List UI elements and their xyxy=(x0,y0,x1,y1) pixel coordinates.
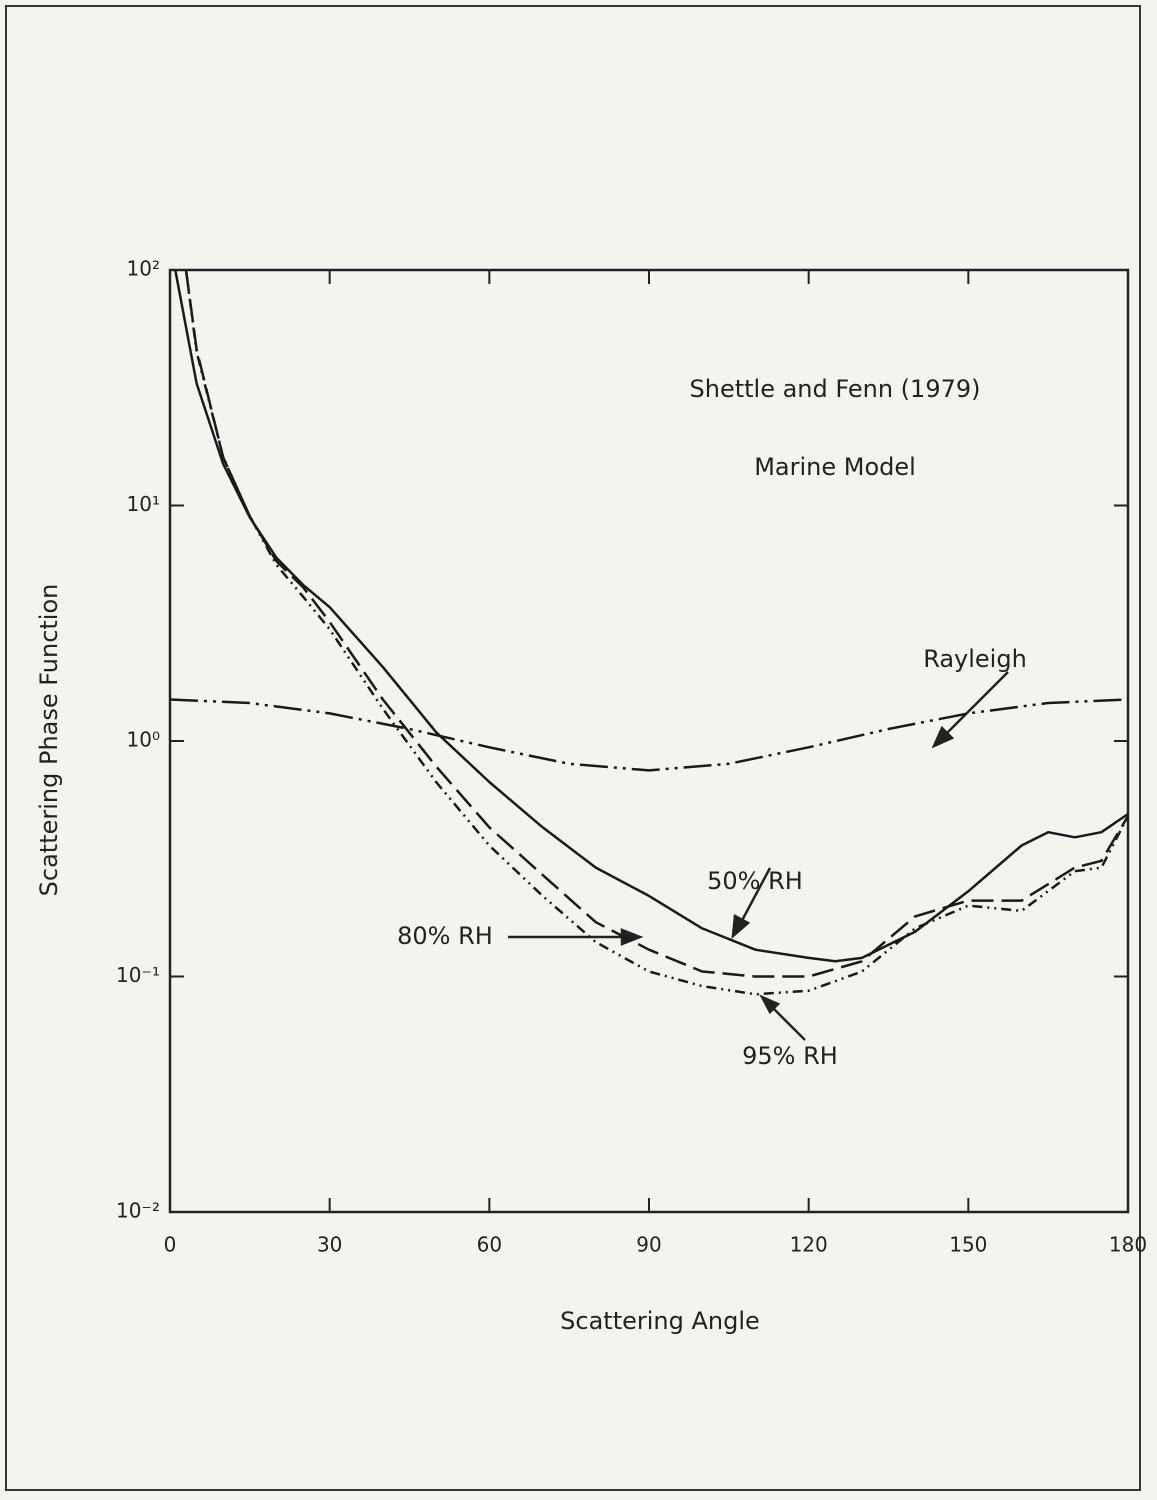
y-tick-label: 10⁰ xyxy=(127,728,160,752)
series-label: 80% RH xyxy=(397,922,493,950)
x-tick-label: 90 xyxy=(636,1233,661,1257)
plot-frame xyxy=(168,268,1130,1214)
y-axis-label: Scattering Phase Function xyxy=(35,584,63,897)
series-line xyxy=(174,269,1129,963)
arrow-head xyxy=(731,914,751,940)
y-tick-label: 10⁻² xyxy=(116,1199,160,1223)
series-line xyxy=(169,698,1129,772)
arrows xyxy=(508,671,1009,1041)
series-line xyxy=(184,269,1130,978)
x-tick-label: 120 xyxy=(790,1233,828,1257)
x-axis-label: Scattering Angle xyxy=(560,1307,760,1335)
y-tick-label: 10¹ xyxy=(127,492,160,516)
series-label: Rayleigh xyxy=(923,645,1027,673)
x-tick-label: 60 xyxy=(477,1233,502,1257)
page-frame xyxy=(5,5,1141,1491)
arrow xyxy=(939,671,1009,741)
arrow-head xyxy=(759,994,781,1015)
x-tick-label: 30 xyxy=(317,1233,342,1257)
series-label: 95% RH xyxy=(742,1042,838,1070)
annotation: Marine Model xyxy=(754,453,916,481)
arrow xyxy=(736,867,772,929)
x-tick-label: 180 xyxy=(1109,1233,1147,1257)
x-tick-label: 150 xyxy=(949,1233,987,1257)
y-tick-label: 10⁻¹ xyxy=(116,963,160,987)
series-line xyxy=(184,269,1130,996)
series-label: 50% RH xyxy=(707,867,803,895)
annotation: Shettle and Fenn (1979) xyxy=(690,375,981,403)
y-tick-label: 10² xyxy=(127,257,160,281)
x-tick-label: 0 xyxy=(164,1233,177,1257)
arrow-head xyxy=(931,725,955,749)
